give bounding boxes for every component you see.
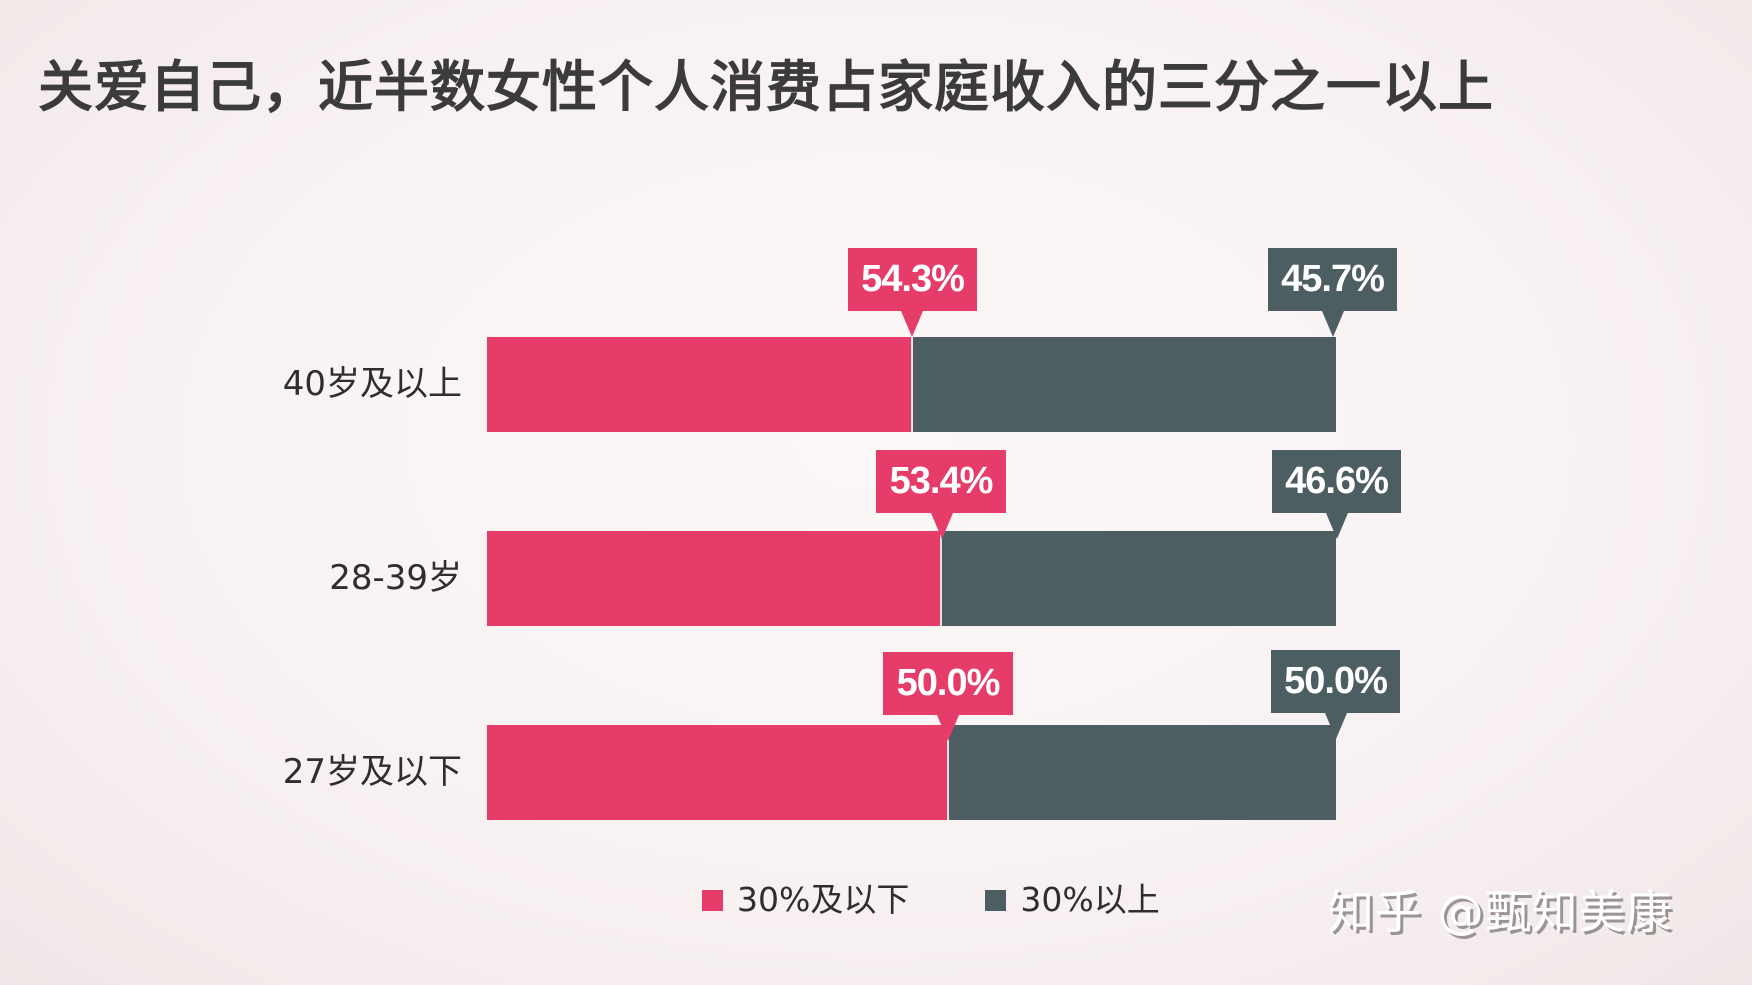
bar-divider [911,337,913,432]
bar-segment-high [912,337,1336,432]
data-label-high: 46.6% [1272,450,1401,513]
data-label-high: 50.0% [1271,650,1400,713]
data-label-high: 45.7% [1268,248,1397,311]
legend-item-high: 30%以上 [985,880,1160,920]
callout-pointer [1326,513,1348,539]
chart-legend: 30%及以下 30%以上 [702,880,1236,920]
bar-segment-high [948,725,1336,820]
bar-divider [947,725,949,820]
legend-label: 30%及以下 [737,880,910,919]
callout-pointer [901,311,923,337]
legend-label: 30%以上 [1020,880,1160,919]
legend-swatch-gray-icon [985,889,1007,911]
callout-pointer [931,513,953,539]
category-label: 28-39岁 [329,558,462,598]
bar-segment-high [941,531,1336,626]
chart-title: 关爱自己，近半数女性个人消费占家庭收入的三分之一以上 [38,55,1495,119]
callout-pointer [1325,713,1347,739]
data-label-low: 54.3% [848,248,977,311]
data-label-low: 50.0% [883,652,1013,715]
category-label: 40岁及以上 [282,364,462,404]
bar-segment-low [487,531,941,626]
legend-swatch-pink-icon [702,889,723,911]
callout-pointer [937,715,959,741]
bar-segment-low [487,725,948,820]
watermark: 知乎 @甄知美康 [1328,885,1673,939]
callout-pointer [1322,311,1344,337]
category-label: 27岁及以下 [282,752,462,792]
bar-divider [940,531,942,626]
bar-segment-low [487,337,912,432]
legend-item-low: 30%及以下 [702,880,909,920]
data-label-low: 53.4% [876,450,1006,513]
